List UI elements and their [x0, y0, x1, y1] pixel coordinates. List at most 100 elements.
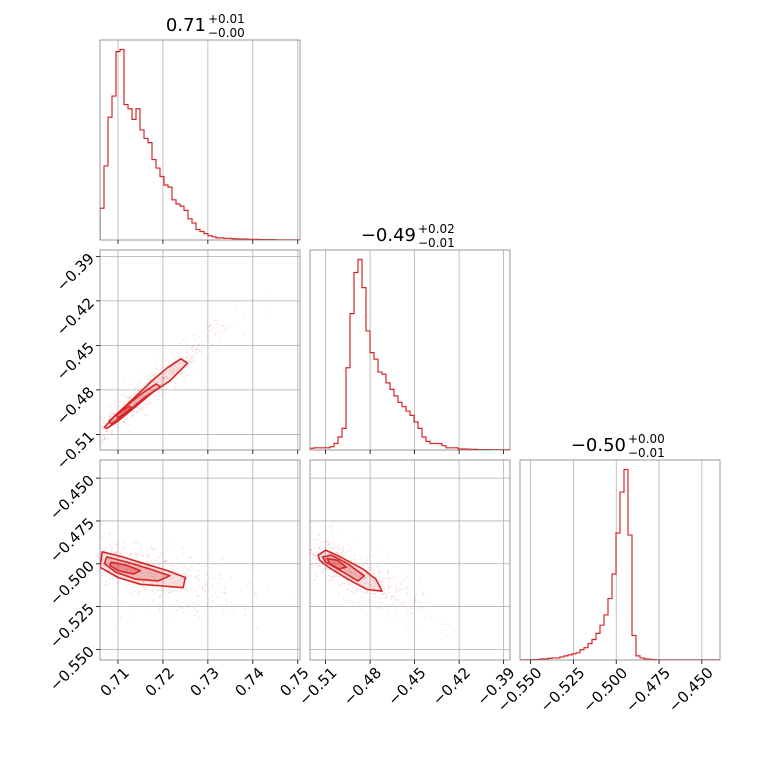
scatter-point: [102, 571, 105, 574]
scatter-point: [358, 600, 361, 603]
scatter-point: [221, 608, 224, 611]
scatter-point: [232, 609, 235, 612]
scatter-point: [198, 574, 200, 577]
scatter-point: [174, 356, 177, 359]
scatter-point: [161, 589, 164, 592]
scatter-point: [293, 544, 295, 546]
scatter-point: [188, 556, 191, 559]
scatter-point: [51, 476, 53, 478]
contour-level-3: [115, 405, 133, 419]
scatter-point: [171, 355, 174, 358]
scatter-point: [109, 403, 112, 406]
scatter-point: [202, 331, 204, 334]
scatter-point: [31, 542, 33, 544]
scatter-point: [229, 600, 232, 603]
scatter-point: [129, 555, 132, 558]
scatter-point: [221, 325, 224, 327]
panel-2-2: [519, 459, 721, 664]
scatter-point: [363, 578, 365, 581]
scatter-point: [113, 600, 116, 602]
scatter-point: [143, 588, 146, 591]
scatter-point: [103, 438, 106, 440]
scatter-point: [395, 598, 398, 601]
scatter-point: [133, 410, 136, 413]
scatter-point: [418, 607, 421, 609]
scatter-point: [191, 356, 193, 359]
scatter-point: [373, 582, 375, 584]
histogram-step-line: [100, 48, 300, 240]
scatter-point: [302, 524, 304, 526]
scatter-point: [169, 562, 172, 565]
scatter-point: [109, 415, 112, 418]
scatter-point: [242, 334, 245, 337]
scatter-point: [89, 425, 91, 427]
y-tick-label: −0.550: [46, 643, 98, 695]
scatter-point: [383, 577, 385, 580]
scatter-point: [164, 560, 166, 563]
scatter-point: [196, 348, 198, 351]
scatter-point: [114, 394, 117, 396]
scatter-point: [212, 576, 215, 579]
scatter-point: [146, 386, 149, 389]
scatter-point: [196, 594, 199, 597]
scatter-point: [302, 558, 304, 560]
scatter-point: [101, 427, 104, 430]
x-tick-label: 0.71: [97, 664, 133, 700]
scatter-point: [159, 569, 162, 572]
scatter-point: [154, 373, 156, 375]
scatter-point: [205, 590, 207, 593]
scatter-point: [171, 582, 174, 585]
scatter-point: [349, 559, 352, 562]
scatter-point: [130, 588, 133, 591]
scatter-point: [237, 496, 239, 498]
scatter-point: [164, 560, 167, 562]
scatter-point: [203, 579, 206, 582]
scatter-point: [194, 348, 197, 351]
scatter-point: [133, 392, 136, 394]
scatter-point: [132, 569, 135, 572]
scatter-point: [117, 565, 120, 567]
scatter-point: [81, 556, 83, 558]
scatter-point: [110, 550, 113, 553]
scatter-point: [413, 627, 416, 630]
scatter-point: [382, 580, 385, 582]
scatter-point: [163, 376, 166, 379]
scatter-point: [311, 567, 313, 569]
scatter-point: [249, 297, 252, 300]
scatter-point: [225, 611, 228, 614]
y-tick-label: −0.450: [46, 471, 98, 523]
scatter-point: [332, 570, 335, 573]
scatter-point: [350, 578, 352, 581]
scatter-point: [126, 397, 129, 400]
scatter-point: [205, 573, 208, 576]
scatter-point: [173, 385, 176, 388]
scatter-point: [79, 460, 81, 462]
scatter-point: [116, 588, 119, 590]
scatter-point: [449, 625, 452, 628]
panel-1-0: [51, 249, 301, 478]
scatter-point: [447, 634, 450, 637]
scatter-point: [335, 546, 338, 549]
scatter-point: [181, 546, 184, 549]
scatter-point: [378, 581, 381, 583]
scatter-point: [198, 350, 201, 353]
scatter-point: [325, 557, 327, 560]
scatter-point: [157, 368, 160, 371]
scatter-point: [364, 576, 367, 579]
scatter-point: [103, 419, 105, 422]
scatter-point: [42, 546, 44, 548]
scatter-point: [116, 607, 119, 610]
scatter-point: [414, 596, 417, 599]
scatter-point: [327, 539, 330, 542]
scatter-point: [186, 345, 189, 347]
scatter-point: [394, 577, 397, 580]
scatter-point: [144, 577, 147, 580]
scatter-point: [150, 588, 153, 591]
scatter-point: [133, 393, 136, 396]
scatter-point: [197, 347, 199, 350]
scatter-point: [207, 325, 210, 328]
scatter-point: [105, 584, 107, 587]
scatter-point: [171, 577, 174, 579]
scatter-point: [354, 591, 357, 594]
